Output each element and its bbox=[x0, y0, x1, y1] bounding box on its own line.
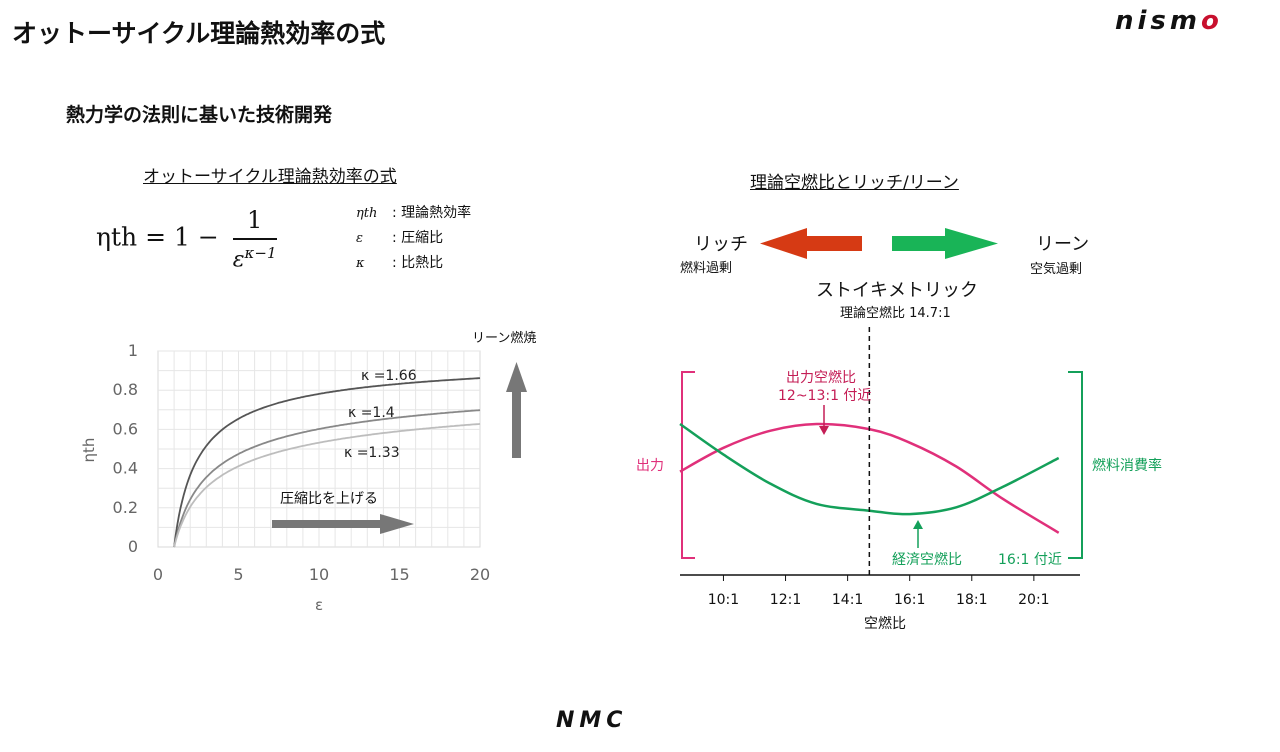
economy-afr-annotation: 経済空燃比 bbox=[892, 551, 962, 568]
legend-symbol: κ bbox=[356, 256, 365, 271]
x-tick-label: 18:1 bbox=[956, 592, 987, 608]
x-tick-label: 10:1 bbox=[708, 592, 739, 608]
right-section-title: 理論空燃比とリッチ/リーン bbox=[750, 173, 959, 193]
x-tick-label: 20:1 bbox=[1018, 592, 1049, 608]
efficiency-series-line bbox=[173, 423, 481, 548]
economy-afr-pointer-icon bbox=[913, 520, 923, 548]
rich-label: リッチ bbox=[694, 234, 748, 255]
afr-chart: リッチ 燃料過剰 リーン 空気過剰 ストイキメトリック 理論空燃比 14.7:1… bbox=[636, 228, 1162, 632]
x-tick-label: 16:1 bbox=[894, 592, 925, 608]
afr-chart-axis: 10:1 12:1 14:1 16:1 18:1 20:1 bbox=[680, 327, 1080, 608]
efficiency-chart-xlabel: ε bbox=[315, 596, 323, 614]
stoich-label: ストイキメトリック bbox=[816, 280, 978, 301]
efficiency-chart-grid bbox=[157, 350, 481, 548]
fuel-axis-label: 燃料消費率 bbox=[1092, 457, 1162, 474]
efficiency-series-line bbox=[173, 377, 481, 548]
power-bracket bbox=[681, 371, 695, 559]
legend-symbol: ηth bbox=[356, 206, 378, 221]
efficiency-chart-ylabel: ηth bbox=[80, 438, 98, 463]
page-title: オットーサイクル理論熱効率の式 bbox=[12, 19, 386, 48]
formula-denominator: εκ−1 bbox=[233, 240, 277, 272]
power-axis-label: 出力 bbox=[636, 458, 664, 474]
legend-text: : 理論熱効率 bbox=[392, 205, 472, 221]
y-tick-label: 0.8 bbox=[113, 380, 138, 399]
left-section-title: オットーサイクル理論熱効率の式 bbox=[143, 167, 397, 187]
arrow-up-icon bbox=[506, 362, 527, 458]
afr-chart-xlabel: 空燃比 bbox=[864, 615, 906, 632]
power-afr-range: 12~13:1 付近 bbox=[778, 388, 871, 404]
efficiency-chart-ticks: 0 5 10 15 20 0 0.2 0.4 0.6 0.8 1 bbox=[113, 341, 491, 584]
legend-item-kappa: κ : 比熱比 bbox=[356, 251, 471, 276]
formula-lhs: ηth = 1 − bbox=[96, 222, 219, 252]
economy-afr-range: 16:1 付近 bbox=[998, 552, 1062, 568]
efficiency-chart: 0 5 10 15 20 0 0.2 0.4 0.6 0.8 1 ε ηth κ =1.66 κ =… bbox=[80, 330, 536, 614]
y-tick-label: 0.2 bbox=[113, 498, 138, 517]
x-tick-label: 0 bbox=[153, 565, 163, 584]
formula-numerator: 1 bbox=[232, 206, 277, 240]
lean-sub-label: 空気過剰 bbox=[1030, 261, 1082, 277]
series-label-kappa-166: κ =1.66 bbox=[361, 368, 417, 384]
y-tick-label: 0 bbox=[128, 537, 138, 556]
legend-symbol: ε bbox=[356, 231, 363, 246]
x-tick-label: 15 bbox=[389, 565, 409, 584]
legend-text: : 圧縮比 bbox=[392, 230, 444, 246]
stoich-sub-label: 理論空燃比 14.7:1 bbox=[840, 305, 951, 321]
efficiency-series-line bbox=[173, 409, 481, 548]
y-tick-label: 1 bbox=[128, 341, 138, 360]
y-tick-label: 0.4 bbox=[113, 459, 138, 478]
y-tick-label: 0.6 bbox=[113, 419, 138, 438]
power-afr-annotation: 出力空燃比 bbox=[786, 369, 856, 386]
nismo-logo: nismo bbox=[1115, 6, 1223, 36]
lean-label: リーン bbox=[1036, 234, 1089, 255]
page-subtitle: 熱力学の法則に基いた技術開発 bbox=[66, 104, 333, 126]
series-label-kappa-133: κ =1.33 bbox=[344, 445, 400, 461]
x-tick-label: 14:1 bbox=[832, 592, 863, 608]
fuel-bracket bbox=[1068, 371, 1083, 559]
arrow-right-label: 圧縮比を上げる bbox=[280, 491, 378, 507]
rich-sub-label: 燃料過剰 bbox=[680, 260, 732, 276]
power-afr-pointer-icon bbox=[819, 405, 829, 435]
legend-text: : 比熱比 bbox=[392, 255, 444, 271]
formula-exponent: κ−1 bbox=[244, 244, 277, 262]
formula-fraction: 1 εκ−1 bbox=[232, 206, 277, 272]
legend-item-epsilon: ε : 圧縮比 bbox=[356, 226, 471, 251]
efficiency-formula: ηth = 1 − 1 εκ−1 bbox=[96, 206, 277, 272]
formula-denominator-base: ε bbox=[232, 247, 245, 273]
arrow-up-label: リーン燃焼 bbox=[472, 330, 536, 346]
series-label-kappa-14: κ =1.4 bbox=[348, 405, 395, 421]
efficiency-chart-series bbox=[173, 377, 481, 548]
x-tick-label: 20 bbox=[470, 565, 490, 584]
formula-legend: ηth : 理論熱効率 ε : 圧縮比 κ : 比熱比 bbox=[356, 201, 471, 276]
nmc-logo: NMC bbox=[556, 708, 628, 733]
x-tick-label: 12:1 bbox=[770, 592, 801, 608]
legend-item-eta: ηth : 理論熱効率 bbox=[356, 201, 471, 226]
x-tick-label: 5 bbox=[233, 565, 243, 584]
lean-arrow-icon bbox=[892, 228, 998, 259]
arrow-right-icon bbox=[272, 514, 414, 534]
x-tick-label: 10 bbox=[309, 565, 329, 584]
rich-arrow-icon bbox=[760, 228, 862, 259]
